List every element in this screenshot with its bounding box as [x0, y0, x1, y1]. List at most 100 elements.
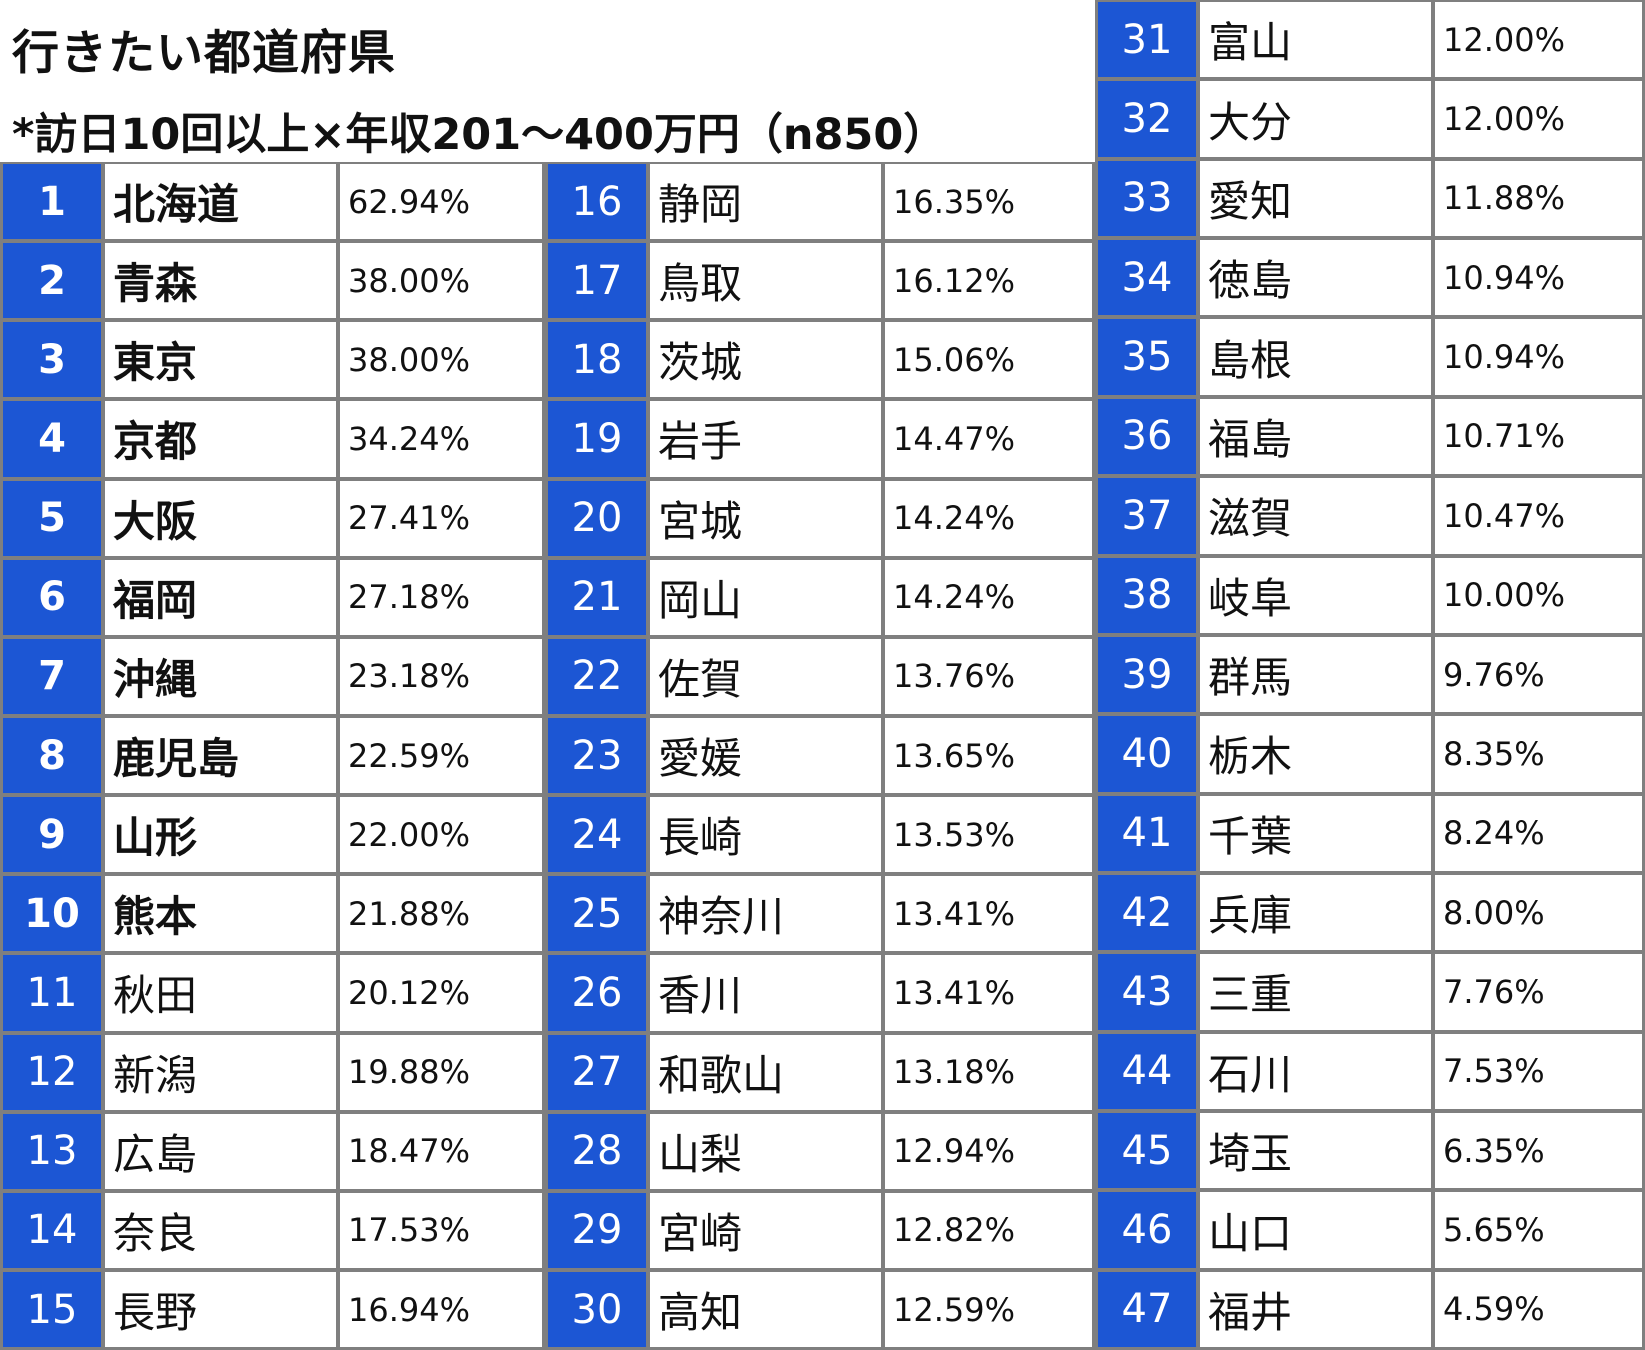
rank-number: 5 — [3, 480, 101, 556]
prefecture-name: 和歌山 — [650, 1034, 881, 1110]
prefecture-name: 福井 — [1200, 1271, 1431, 1348]
prefecture-name: 徳島 — [1200, 240, 1431, 316]
ranking-row: 10 熊本 21.88% — [3, 876, 542, 952]
rank-number: 27 — [548, 1034, 646, 1110]
percentage-value: 16.94% — [340, 1271, 542, 1348]
percentage-value: 14.24% — [885, 480, 1092, 556]
prefecture-name: 岐阜 — [1200, 557, 1431, 633]
percentage-value: 13.65% — [885, 717, 1092, 794]
rank-number: 30 — [548, 1271, 646, 1348]
percentage-value: 10.47% — [1435, 478, 1642, 554]
percentage-value: 12.94% — [885, 1113, 1092, 1189]
percentage-value: 34.24% — [340, 401, 542, 477]
percentage-value: 16.35% — [885, 164, 1092, 240]
ranking-row: 19 岩手 14.47% — [548, 401, 1092, 477]
ranking-row: 31 富山 12.00% — [1098, 2, 1642, 78]
rank-number: 18 — [548, 322, 646, 398]
percentage-value: 12.82% — [885, 1192, 1092, 1268]
percentage-value: 16.12% — [885, 243, 1092, 319]
prefecture-name: 千葉 — [1200, 795, 1431, 871]
rank-number: 28 — [548, 1113, 646, 1189]
percentage-value: 13.41% — [885, 876, 1092, 952]
prefecture-name: 岩手 — [650, 401, 881, 477]
prefecture-name: 愛知 — [1200, 160, 1431, 237]
rank-number: 39 — [1098, 636, 1196, 713]
prefecture-name: 山口 — [1200, 1192, 1431, 1268]
prefecture-name: 愛媛 — [650, 717, 881, 794]
prefecture-name: 島根 — [1200, 319, 1431, 395]
ranking-row: 27 和歌山 13.18% — [548, 1034, 1092, 1110]
percentage-value: 10.00% — [1435, 557, 1642, 633]
percentage-value: 27.41% — [340, 480, 542, 556]
prefecture-name: 宮城 — [650, 480, 881, 556]
prefecture-name: 神奈川 — [650, 876, 881, 952]
prefecture-name: 山形 — [105, 797, 336, 873]
ranking-row: 18 茨城 15.06% — [548, 322, 1092, 398]
percentage-value: 21.88% — [340, 876, 542, 952]
prefecture-name: 三重 — [1200, 954, 1431, 1030]
prefecture-name: 静岡 — [650, 164, 881, 240]
prefecture-name: 秋田 — [105, 955, 336, 1031]
rank-number: 17 — [548, 243, 646, 319]
ranking-row: 46 山口 5.65% — [1098, 1192, 1642, 1268]
percentage-value: 8.24% — [1435, 795, 1642, 871]
rank-number: 34 — [1098, 240, 1196, 316]
percentage-value: 13.76% — [885, 638, 1092, 714]
percentage-value: 20.12% — [340, 955, 542, 1031]
percentage-value: 14.24% — [885, 559, 1092, 635]
ranking-row: 8 鹿児島 22.59% — [3, 717, 542, 794]
percentage-value: 22.59% — [340, 717, 542, 794]
ranking-row: 5 大阪 27.41% — [3, 480, 542, 556]
rank-number: 33 — [1098, 160, 1196, 237]
percentage-value: 17.53% — [340, 1192, 542, 1268]
prefecture-name: 京都 — [105, 401, 336, 477]
ranking-row: 3 東京 38.00% — [3, 322, 542, 398]
prefecture-name: 長崎 — [650, 797, 881, 873]
rank-number: 31 — [1098, 2, 1196, 78]
rank-number: 29 — [548, 1192, 646, 1268]
ranking-row: 41 千葉 8.24% — [1098, 795, 1642, 871]
percentage-value: 38.00% — [340, 322, 542, 398]
rank-number: 41 — [1098, 795, 1196, 871]
prefecture-name: 福島 — [1200, 398, 1431, 475]
ranking-row: 13 広島 18.47% — [3, 1113, 542, 1189]
prefecture-name: 香川 — [650, 955, 881, 1031]
ranking-row: 39 群馬 9.76% — [1098, 636, 1642, 713]
ranking-row: 43 三重 7.76% — [1098, 954, 1642, 1030]
rank-number: 37 — [1098, 478, 1196, 554]
ranking-row: 4 京都 34.24% — [3, 401, 542, 477]
prefecture-name: 群馬 — [1200, 636, 1431, 713]
rank-number: 12 — [3, 1034, 101, 1110]
prefecture-name: 埼玉 — [1200, 1113, 1431, 1189]
ranking-row: 1 北海道 62.94% — [3, 164, 542, 240]
percentage-value: 13.53% — [885, 797, 1092, 873]
percentage-value: 18.47% — [340, 1113, 542, 1189]
prefecture-name: 鹿児島 — [105, 717, 336, 794]
ranking-row: 34 徳島 10.94% — [1098, 240, 1642, 316]
percentage-value: 13.18% — [885, 1034, 1092, 1110]
rank-number: 7 — [3, 638, 101, 714]
percentage-value: 9.76% — [1435, 636, 1642, 713]
ranking-row: 23 愛媛 13.65% — [548, 717, 1092, 794]
prefecture-name: 富山 — [1200, 2, 1431, 78]
rank-number: 11 — [3, 955, 101, 1031]
ranking-row: 15 長野 16.94% — [3, 1271, 542, 1348]
ranking-column-2: 16 静岡 16.35% 17 鳥取 16.12% 18 茨城 15.06% 19 岩手 14.47%… — [545, 162, 1095, 1350]
percentage-value: 8.00% — [1435, 874, 1642, 951]
rank-number: 8 — [3, 717, 101, 794]
rank-number: 40 — [1098, 716, 1196, 792]
prefecture-name: 鳥取 — [650, 243, 881, 319]
rank-number: 35 — [1098, 319, 1196, 395]
prefecture-name: 山梨 — [650, 1113, 881, 1189]
rank-number: 24 — [548, 797, 646, 873]
percentage-value: 12.00% — [1435, 2, 1642, 78]
prefecture-name: 青森 — [105, 243, 336, 319]
rank-number: 2 — [3, 243, 101, 319]
ranking-row: 21 岡山 14.24% — [548, 559, 1092, 635]
percentage-value: 15.06% — [885, 322, 1092, 398]
percentage-value: 14.47% — [885, 401, 1092, 477]
ranking-row: 45 埼玉 6.35% — [1098, 1113, 1642, 1189]
percentage-value: 5.65% — [1435, 1192, 1642, 1268]
ranking-row: 29 宮崎 12.82% — [548, 1192, 1092, 1268]
percentage-value: 7.53% — [1435, 1033, 1642, 1110]
